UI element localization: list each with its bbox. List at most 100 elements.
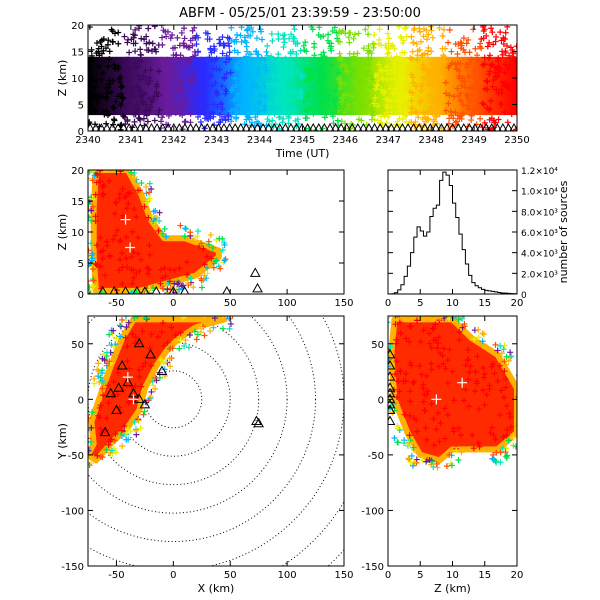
source-point [450, 397, 457, 404]
source-point [490, 432, 497, 439]
station-marker [453, 122, 463, 131]
source-point [412, 118, 419, 125]
source-point [222, 256, 229, 263]
source-point [401, 49, 408, 56]
source-point [434, 104, 441, 111]
source-point [346, 39, 353, 46]
source-point [443, 463, 450, 470]
source-point [88, 464, 91, 466]
source-point [467, 363, 474, 370]
source-point [350, 53, 357, 60]
source-point [129, 280, 136, 287]
source-point [88, 261, 92, 268]
source-point [205, 308, 211, 314]
source-point [342, 120, 349, 127]
source-point [203, 81, 210, 88]
station-marker [297, 122, 307, 131]
source-point [77, 438, 83, 444]
source-point [92, 84, 99, 91]
source-point [233, 65, 240, 72]
source-point [470, 26, 477, 33]
source-point [119, 280, 126, 287]
source-point [398, 35, 405, 42]
source-point [447, 108, 454, 115]
source-point [460, 46, 467, 53]
source-point [261, 106, 268, 113]
source-point [500, 434, 507, 441]
source-point [465, 376, 472, 383]
source-point [194, 331, 201, 338]
x-tick-label: 2347 [376, 135, 401, 146]
source-point [155, 333, 162, 340]
source-point [393, 97, 400, 104]
source-point [492, 38, 499, 45]
source-point [162, 61, 169, 68]
source-point [459, 110, 466, 117]
source-point [88, 445, 91, 452]
source-point [88, 207, 95, 214]
source-point [202, 87, 209, 94]
source-point [88, 94, 95, 101]
source-point [182, 97, 189, 104]
source-point [305, 69, 312, 76]
source-point [492, 341, 499, 348]
source-point [426, 340, 433, 347]
source-point [219, 106, 226, 113]
source-point [440, 360, 447, 367]
source-point [128, 253, 135, 260]
station-marker [476, 122, 486, 131]
source-point [264, 52, 271, 59]
source-point [376, 61, 383, 68]
source-point [454, 112, 461, 119]
source-point [161, 225, 168, 232]
source-point [172, 332, 179, 339]
source-point [187, 77, 194, 84]
source-point [166, 345, 173, 352]
station-marker [222, 285, 232, 294]
source-point [439, 33, 446, 40]
source-point [480, 35, 487, 42]
source-point [111, 210, 118, 217]
source-point [190, 284, 197, 291]
source-point [98, 160, 104, 166]
source-point [222, 117, 229, 124]
source-point [99, 355, 106, 362]
source-point [170, 60, 177, 67]
station-marker [442, 122, 452, 131]
source-point [93, 262, 100, 269]
station-marker [498, 122, 508, 131]
source-point [143, 40, 150, 47]
y-tick-label: 0 [78, 127, 84, 138]
station-marker [388, 348, 396, 359]
centroid-marker [457, 377, 468, 388]
source-point [116, 322, 123, 329]
source-point [189, 309, 195, 315]
source-point [410, 79, 417, 86]
source-point [145, 25, 152, 32]
station-marker [156, 365, 168, 376]
source-point [424, 108, 431, 115]
source-point [262, 56, 269, 63]
source-point [167, 93, 174, 100]
source-point [136, 366, 143, 373]
source-point [518, 435, 524, 441]
source-point [324, 86, 331, 93]
source-point [132, 334, 139, 341]
range-ring [144, 370, 203, 429]
source-point [91, 172, 98, 179]
source-point [341, 109, 348, 116]
station-marker [208, 122, 218, 131]
source-point [121, 113, 128, 120]
source-point [93, 40, 100, 47]
source-point [161, 265, 168, 272]
source-point [129, 160, 135, 166]
source-point [418, 38, 425, 45]
source-point [304, 115, 311, 122]
source-point [223, 59, 230, 66]
source-point [319, 65, 326, 72]
source-point [140, 98, 147, 105]
source-point [414, 428, 421, 435]
source-point [386, 35, 393, 42]
source-point [392, 63, 399, 70]
source-point [123, 193, 130, 200]
